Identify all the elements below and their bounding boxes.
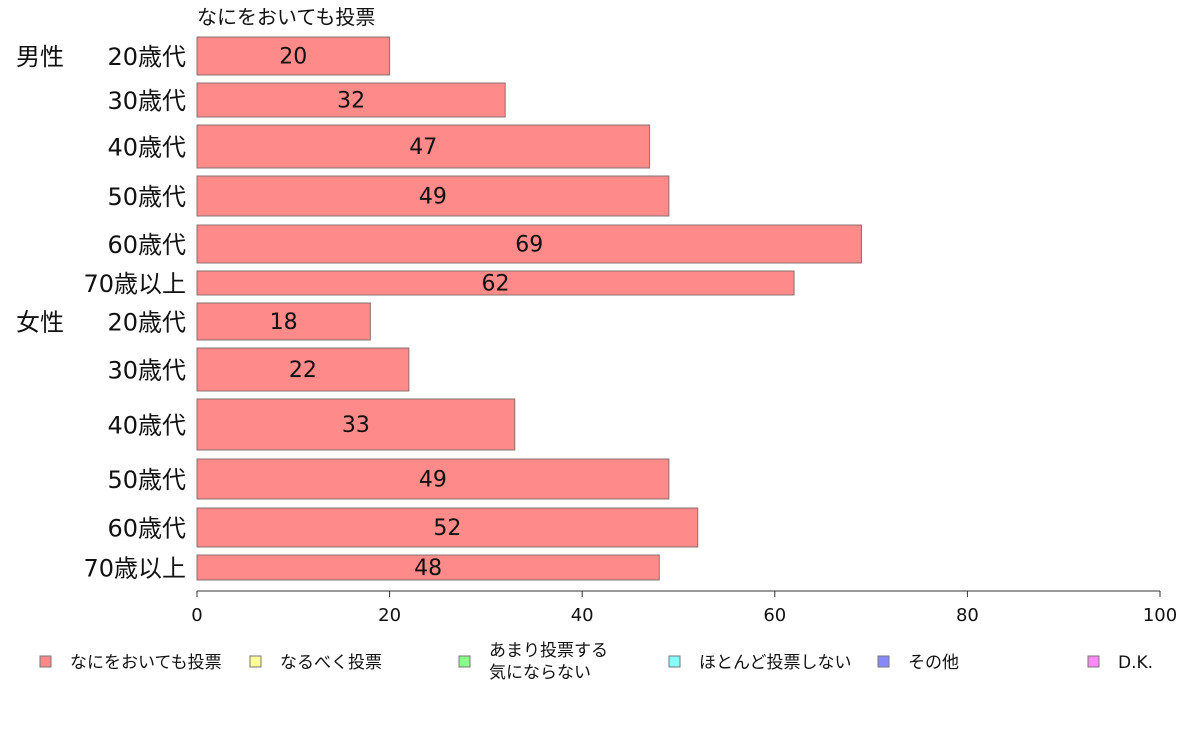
bar-value-label: 33 [342, 413, 370, 438]
bar [196, 507, 699, 548]
bar-value-label: 52 [433, 516, 461, 541]
category-label: 50歳代 [107, 466, 186, 494]
bar [196, 224, 862, 264]
bar [196, 270, 795, 296]
bar-value-label: 20 [279, 45, 307, 70]
category-label: 30歳代 [107, 357, 186, 385]
group-label: 男性 [16, 43, 64, 71]
x-tick-label: 60 [763, 605, 786, 626]
category-label: 70歳以上 [83, 555, 186, 583]
legend-swatch [1087, 655, 1100, 668]
bar [196, 124, 651, 169]
category-label: 40歳代 [107, 412, 186, 440]
legend-swatch [458, 655, 471, 668]
category-label: 50歳代 [107, 183, 186, 211]
category-label: 70歳以上 [83, 270, 186, 298]
x-tick-label: 0 [191, 605, 202, 626]
category-label: 20歳代 [107, 43, 186, 71]
legend-label: なにをおいても投票 [70, 653, 222, 673]
x-tick-label: 20 [378, 605, 401, 626]
bar-value-label: 69 [515, 233, 543, 258]
bar-value-label: 49 [419, 468, 447, 493]
category-label: 60歳代 [107, 231, 186, 259]
chart-title: なにをおいても投票 [197, 5, 375, 29]
category-label: 30歳代 [107, 87, 186, 115]
legend-swatch [877, 655, 890, 668]
bar-value-label: 47 [409, 135, 437, 160]
bar [196, 36, 391, 76]
legend-label: なるべく投票 [280, 653, 382, 673]
bar-value-label: 22 [289, 358, 317, 383]
bar [196, 82, 506, 118]
category-label: 20歳代 [107, 309, 186, 337]
legend-swatch [39, 655, 52, 668]
bar-value-label: 18 [270, 310, 298, 335]
category-label: 40歳代 [107, 134, 186, 162]
legend-label: D.K. [1118, 653, 1153, 673]
bar-value-label: 48 [414, 556, 442, 581]
legend-swatch [249, 655, 262, 668]
group-label: 女性 [16, 309, 64, 337]
category-label: 60歳代 [107, 515, 186, 543]
x-tick-label: 40 [571, 605, 594, 626]
bar [196, 175, 670, 217]
bar [196, 458, 670, 500]
x-axis: 0 20 40 60 80 100 [191, 590, 1177, 626]
category-labels: 20歳代 30歳代 40歳代 50歳代 60歳代 70歳以上 20歳代 30歳代 40歳代 50歳… [16, 43, 186, 583]
x-tick-label: 100 [1143, 605, 1177, 626]
legend-label: あまり投票する [489, 641, 608, 661]
bar [196, 554, 660, 581]
bar-value-label: 49 [419, 185, 447, 210]
bar [196, 398, 516, 451]
legend-swatch [668, 655, 681, 668]
x-tick-label: 80 [956, 605, 979, 626]
bar-value-label: 32 [337, 89, 365, 114]
legend-label: その他 [908, 653, 959, 673]
bar-value-label: 62 [482, 272, 510, 297]
legend-label: 気にならない [489, 663, 591, 683]
legend-label: ほとんど投票しない [699, 653, 852, 673]
bar [196, 347, 410, 392]
bar [196, 302, 371, 341]
